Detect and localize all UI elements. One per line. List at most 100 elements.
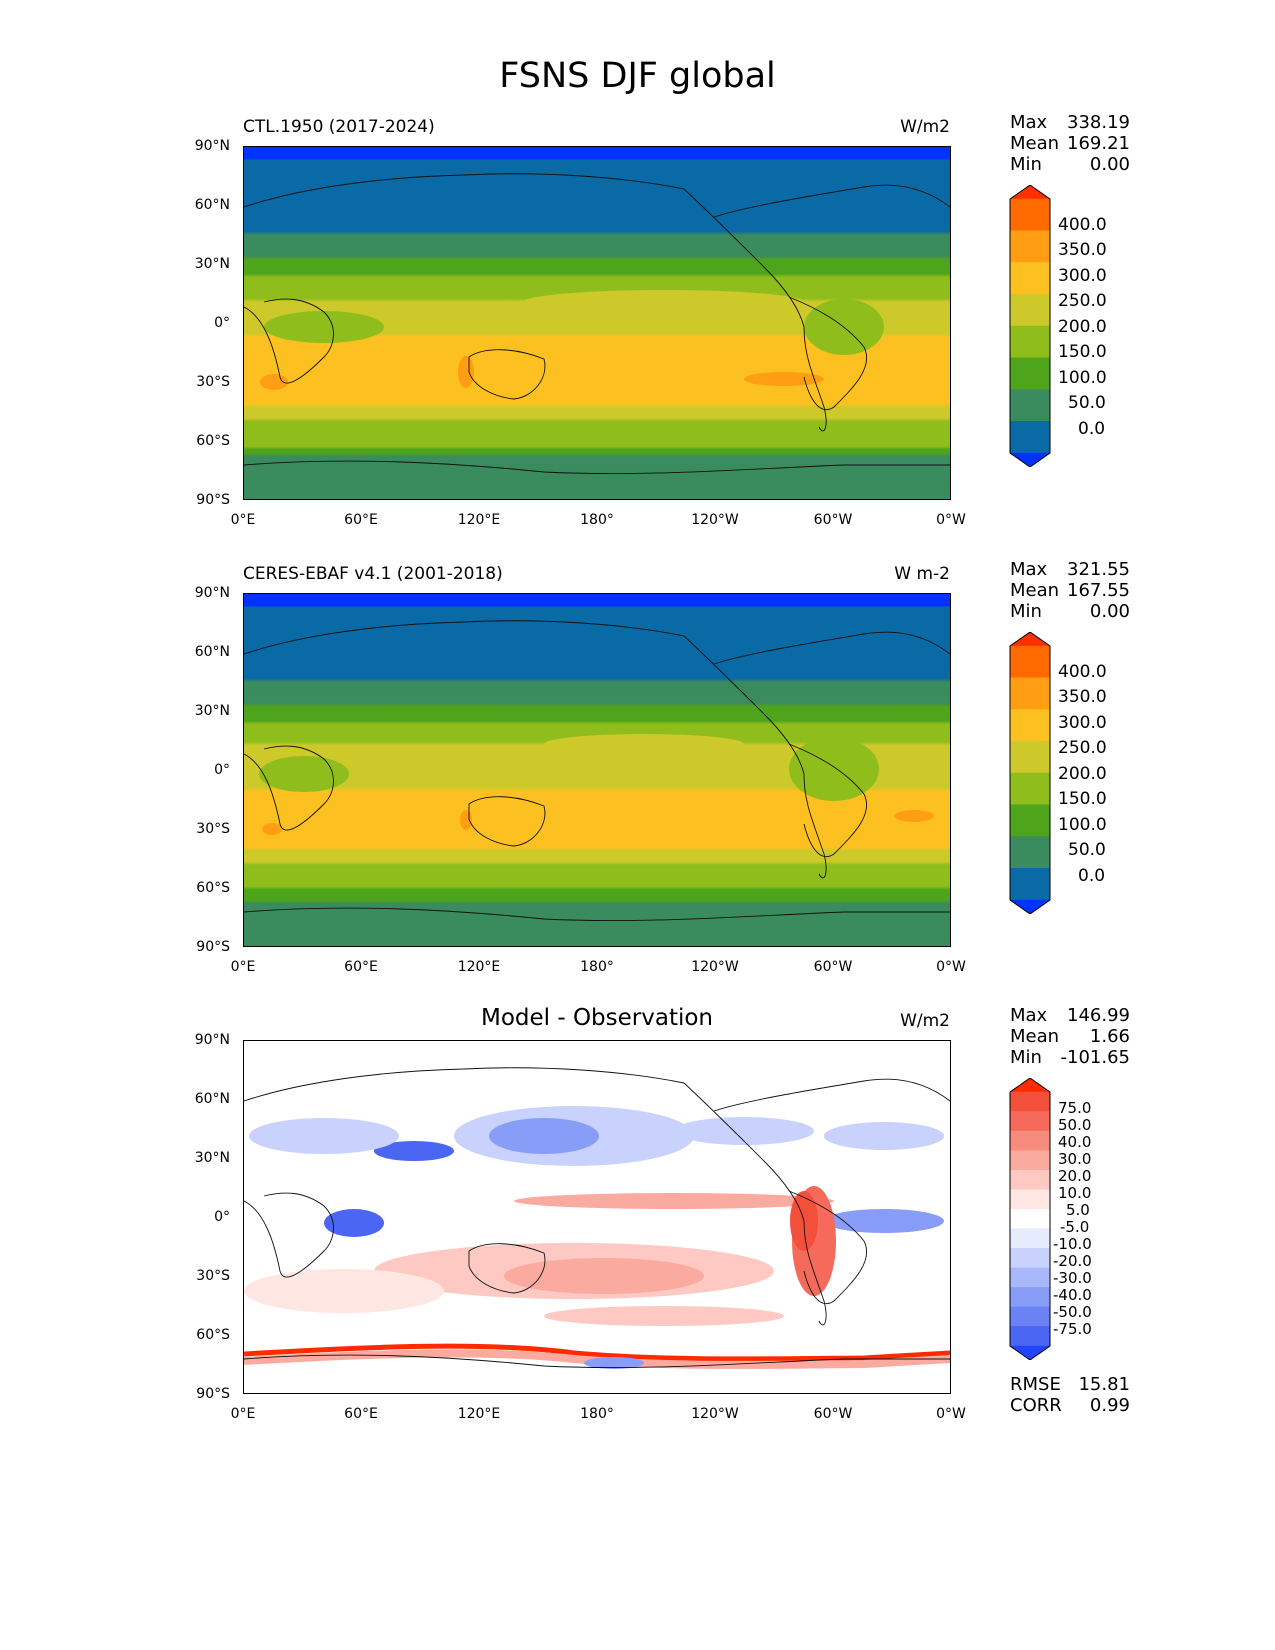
lon-tick: 60°W	[813, 959, 853, 975]
lat-tick: 90°N	[194, 138, 230, 154]
colorbar-label: 150.0	[1058, 342, 1107, 362]
stat-max-label: Max	[1010, 112, 1048, 133]
colorbar-swatch	[1009, 1091, 1051, 1112]
stat-max-value: 338.19	[1067, 112, 1130, 133]
lat-tick: 30°N	[194, 703, 230, 719]
colorbar-label: -50.0	[1053, 1303, 1092, 1321]
colorbar-outline	[1009, 632, 1051, 914]
colorbar-label: 30.0	[1058, 1150, 1092, 1168]
lon-tick: 60°E	[344, 959, 378, 975]
stat-mean-label: Mean	[1010, 133, 1060, 154]
lon-tick: 0°E	[230, 1406, 256, 1422]
colorbar-swatch	[1009, 632, 1051, 647]
colorbar-swatch	[1009, 1287, 1051, 1308]
colorbar-swatch	[1009, 185, 1051, 200]
panel-title: Model - Observation	[480, 1005, 714, 1031]
colorbar-swatch	[1009, 709, 1051, 742]
stat-min-value: -101.65	[1060, 1047, 1130, 1068]
colorbar-label: 50.0	[1058, 1116, 1092, 1134]
colorbar-swatch	[1009, 1228, 1051, 1249]
colorbar-swatch	[1009, 1078, 1051, 1093]
stat-mean-value: 1.66	[1089, 1026, 1130, 1047]
lat-tick: 60°S	[196, 880, 230, 896]
lat-tick: 30°N	[194, 256, 230, 272]
colorbar-label: 250.0	[1058, 738, 1107, 758]
lat-tick: 60°N	[194, 1091, 230, 1107]
lat-tick: 30°S	[196, 374, 230, 390]
lat-tick: 0°	[214, 315, 230, 331]
stat-max-value: 321.55	[1067, 559, 1130, 580]
colorbar-label: 300.0	[1058, 266, 1107, 286]
stat-min-value: 0.00	[1089, 601, 1130, 622]
lon-tick: 60°W	[813, 512, 853, 528]
colorbar-swatch	[1009, 389, 1051, 422]
colorbar-swatch	[1009, 1306, 1051, 1327]
lat-tick: 60°S	[196, 433, 230, 449]
lon-tick: 0°W	[936, 959, 966, 975]
colorbar	[1008, 1078, 1052, 1360]
colorbar-swatch	[1009, 357, 1051, 390]
stat-rmse-label: RMSE	[1010, 1374, 1061, 1395]
colorbar-swatch	[1009, 1267, 1051, 1288]
colorbar-label: 200.0	[1058, 764, 1107, 784]
lon-tick: 0°E	[230, 512, 256, 528]
colorbar-label: 0.0	[1078, 866, 1106, 886]
lat-tick: 30°S	[196, 1268, 230, 1284]
lat-tick: 90°S	[196, 1386, 230, 1402]
lat-tick: 0°	[214, 762, 230, 778]
colorbar-outline	[1009, 1078, 1051, 1360]
units-label: W/m2	[900, 117, 950, 137]
colorbar-swatch	[1009, 1150, 1051, 1171]
map-model-fsns	[243, 146, 951, 500]
colorbar-swatch	[1009, 1345, 1051, 1360]
lon-tick: 0°W	[936, 1406, 966, 1422]
colorbar-label: 20.0	[1058, 1167, 1092, 1185]
colorbar-swatch	[1009, 836, 1051, 869]
colorbar-swatch	[1009, 1248, 1051, 1269]
colorbar-label: 200.0	[1058, 317, 1107, 337]
colorbar-label: 75.0	[1058, 1099, 1092, 1117]
map-observation-fsns	[243, 593, 951, 947]
colorbar	[1008, 632, 1052, 914]
stat-min-value: 0.00	[1089, 154, 1130, 175]
lon-tick: 60°W	[813, 1406, 853, 1422]
figure-title: FSNS DJF global	[499, 56, 776, 96]
colorbar-label: -30.0	[1053, 1269, 1092, 1287]
colorbar-swatch	[1009, 741, 1051, 774]
colorbar-swatch	[1009, 294, 1051, 327]
units-label: W/m2	[900, 1011, 950, 1031]
colorbar-label: -5.0	[1060, 1218, 1090, 1236]
colorbar-swatch	[1009, 1111, 1051, 1132]
stat-min-label: Min	[1010, 1047, 1042, 1068]
lat-tick: 30°S	[196, 821, 230, 837]
lon-tick: 180°	[580, 512, 614, 528]
map-difference-fsns	[243, 1040, 951, 1394]
colorbar-label: 5.0	[1066, 1201, 1090, 1219]
lon-tick: 180°	[580, 1406, 614, 1422]
stat-max-label: Max	[1010, 1005, 1048, 1026]
lon-tick: 120°E	[457, 512, 501, 528]
colorbar-label: -75.0	[1053, 1320, 1092, 1338]
colorbar-label: 150.0	[1058, 789, 1107, 809]
lat-tick: 90°S	[196, 492, 230, 508]
stat-min-label: Min	[1010, 154, 1042, 175]
stat-mean-value: 169.21	[1067, 133, 1130, 154]
lat-tick: 90°S	[196, 939, 230, 955]
stat-max-label: Max	[1010, 559, 1048, 580]
colorbar-swatch	[1009, 325, 1051, 358]
lat-tick: 30°N	[194, 1150, 230, 1166]
colorbar-label: 40.0	[1058, 1133, 1092, 1151]
colorbar-swatch	[1009, 804, 1051, 837]
colorbar-swatch	[1009, 1169, 1051, 1190]
lat-tick: 90°N	[194, 1032, 230, 1048]
colorbar	[1008, 185, 1052, 467]
colorbar-swatch	[1009, 772, 1051, 805]
colorbar-label: 50.0	[1068, 393, 1106, 413]
colorbar-label: -10.0	[1053, 1235, 1092, 1253]
colorbar-swatch	[1009, 230, 1051, 263]
panel-title: CTL.1950 (2017-2024)	[243, 117, 435, 137]
colorbar-label: 50.0	[1068, 840, 1106, 860]
stat-rmse-value: 15.81	[1078, 1374, 1130, 1395]
colorbar-label: 400.0	[1058, 662, 1107, 682]
colorbar-swatch	[1009, 645, 1051, 678]
